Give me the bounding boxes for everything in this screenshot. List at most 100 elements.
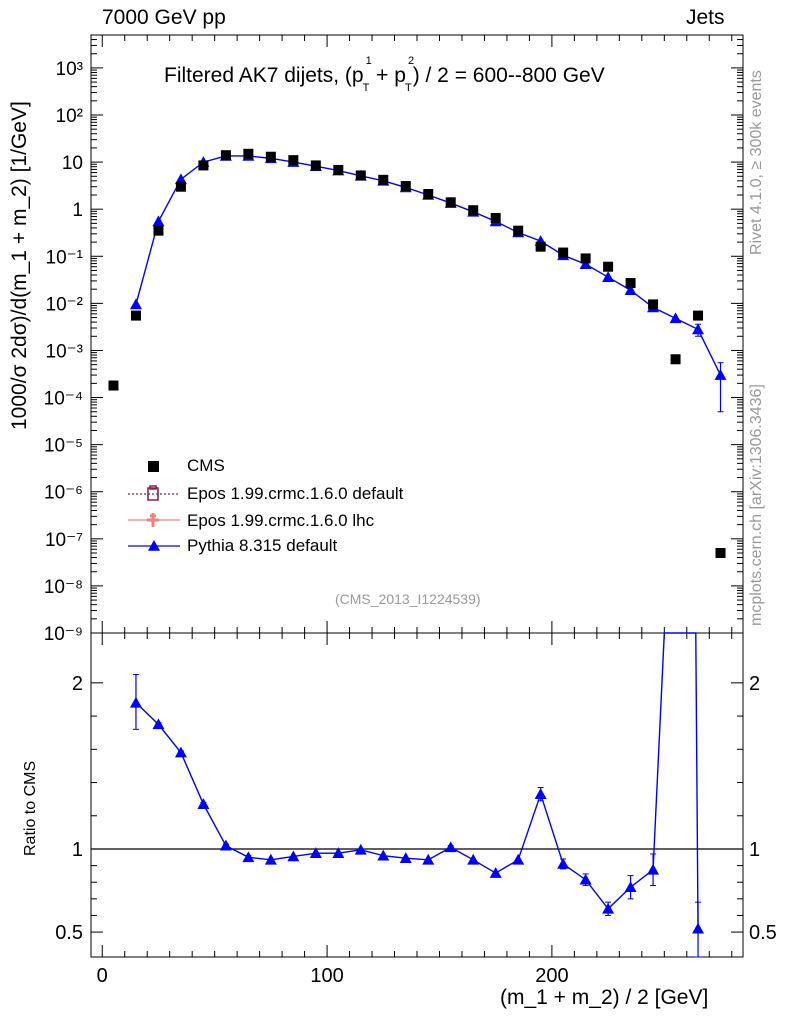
ratio-frame: [90, 632, 744, 958]
ratio-y-tick-label-right: 2: [749, 673, 760, 695]
cms-point: [513, 225, 524, 236]
ratio-panel: 0 100 200 0.5 0.5 1 1 2 2: [55, 632, 777, 987]
cms-point: [445, 197, 456, 208]
chart-title: Filtered AK7 dijets, (pT 1 + pT 2) / 2 = 6…: [164, 55, 605, 94]
y-tick-label: 10³: [56, 59, 83, 80]
cms-point: [490, 212, 501, 223]
cms-point: [175, 181, 186, 192]
cms-point: [648, 299, 659, 310]
chart-title-main: Filtered AK7 dijets, (p: [164, 64, 364, 87]
cms-point: [265, 151, 276, 162]
cms-point: [468, 205, 479, 216]
ratio-point: [534, 788, 547, 799]
cms-point: [400, 181, 411, 192]
ratio-point: [692, 922, 705, 934]
y-tick-label: 10⁻⁷: [45, 530, 83, 551]
legend-marker-pythia: [148, 540, 160, 551]
legend-marker-cms: [148, 461, 159, 472]
cms-point: [580, 253, 591, 264]
legend-label-epos-lhc: Epos 1.99.crmc.1.6.0 lhc: [187, 511, 375, 530]
pythia-point: [669, 312, 682, 324]
ratio-point: [467, 853, 480, 865]
cms-point: [423, 189, 434, 200]
pythia-point: [714, 369, 727, 380]
pythia-point: [602, 271, 615, 282]
y-tick-label: 10⁻⁹: [44, 624, 83, 645]
ratio-point: [309, 847, 322, 858]
ratio-point: [444, 841, 457, 853]
ratio-point: [264, 853, 277, 865]
pythia-point: [129, 298, 142, 310]
header-right: Jets: [686, 6, 725, 29]
cms-point: [693, 310, 704, 321]
ratio-point: [512, 853, 525, 865]
cms-point: [220, 150, 231, 161]
y-tick-label: 10⁻²: [46, 294, 84, 315]
ratio-point: [422, 853, 435, 865]
pythia-point: [579, 258, 592, 269]
pythia-point: [174, 173, 187, 185]
ratio-point: [602, 902, 615, 914]
mcplots-label: mcplots.cern.ch [arXiv:1306.3436]: [748, 384, 765, 626]
legend-marker-epos-lhc: [147, 513, 159, 527]
y-axis-label-ratio: Ratio to CMS: [22, 760, 39, 856]
cms-point: [198, 160, 209, 171]
y-tick-label: 10⁻³: [46, 341, 84, 362]
ratio-point: [377, 849, 390, 861]
y-tick-label: 10⁻⁶: [44, 483, 83, 504]
cms-point: [355, 170, 366, 181]
ratio-line: [135, 632, 699, 929]
cms-point: [378, 174, 389, 185]
ratio-point: [399, 852, 412, 863]
cms-point: [310, 160, 321, 171]
cms-point: [715, 547, 726, 558]
pythia-line: [135, 155, 722, 376]
cms-point: [603, 261, 614, 272]
main-panel: 10⁻⁹ 10⁻⁸ 10⁻⁷ 10⁻⁶ 10⁻⁵ 10⁻⁴ 10⁻³ 10⁻² 10⁻¹ 1 10 1…: [44, 34, 744, 645]
cms-point: [243, 148, 254, 159]
y-tick-label: 1: [72, 200, 83, 221]
cms-point: [333, 164, 344, 175]
ratio-y-tick-label: 2: [72, 673, 83, 695]
cms-point: [558, 247, 569, 258]
ratio-point: [287, 850, 300, 862]
legend-label-epos-default: Epos 1.99.crmc.1.6.0 default: [187, 484, 404, 503]
x-axis-label: (m_1 + m_2) / 2 [GeV]: [500, 986, 709, 1009]
x-tick-label: 0: [97, 965, 108, 987]
y-tick-label: 10: [62, 153, 83, 174]
cms-point: [130, 310, 141, 321]
legend-label-pythia: Pythia 8.315 default: [187, 536, 338, 555]
ratio-point: [557, 857, 570, 869]
cms-point: [153, 225, 164, 236]
x-tick-label: 100: [310, 965, 343, 987]
ratio-y-tick-label: 0.5: [55, 922, 83, 944]
y-tick-label: 10⁻⁴: [44, 389, 83, 410]
pythia-point: [624, 284, 637, 296]
ratio-point: [579, 873, 592, 885]
legend-marker-epos-default: [147, 485, 159, 501]
ratio-point: [624, 881, 637, 893]
cms-point: [670, 354, 681, 365]
y-tick-label: 10⁻¹: [46, 247, 84, 268]
ratio-point: [197, 798, 210, 809]
y-tick-label: 10⁻⁸: [44, 577, 83, 598]
ratio-point: [152, 718, 165, 730]
ratio-y-tick-label-right: 1: [749, 839, 760, 861]
y-tick-label: 10⁻⁵: [44, 436, 83, 457]
ratio-y-tick-label-right: 0.5: [749, 922, 777, 944]
cms-point: [288, 155, 299, 166]
ratio-point: [354, 843, 367, 855]
cms-point: [535, 241, 546, 252]
legend-label-cms: CMS: [187, 456, 225, 475]
ratio-point: [332, 847, 345, 858]
x-tick-label: 200: [535, 965, 568, 987]
analysis-id: (CMS_2013_I1224539): [335, 591, 481, 607]
pythia-point: [692, 323, 705, 335]
ratio-point: [647, 863, 660, 875]
chart-title-tail: ) / 2 = 600--800 GeV: [412, 64, 605, 87]
ratio-point: [129, 696, 142, 708]
ratio-point: [174, 746, 187, 758]
cms-point: [625, 278, 636, 289]
header-left: 7000 GeV pp: [102, 6, 226, 29]
